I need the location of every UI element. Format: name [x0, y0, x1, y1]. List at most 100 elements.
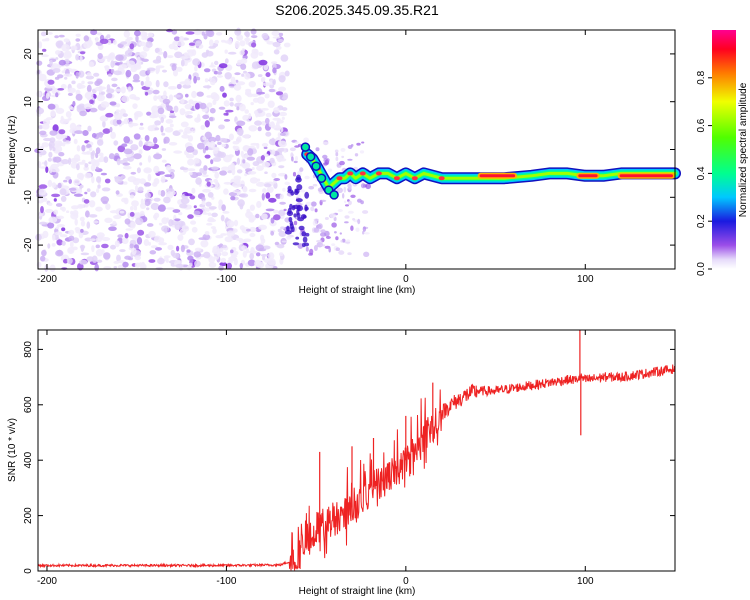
- noise-blob: [312, 183, 318, 187]
- noise-blob: [241, 73, 245, 77]
- noise-blob: [144, 135, 150, 142]
- noise-blob: [100, 172, 107, 176]
- noise-blob: [68, 178, 72, 184]
- noise-blob: [163, 51, 168, 59]
- noise-blob: [202, 114, 210, 120]
- noise-blob: [227, 38, 233, 45]
- noise-blob: [147, 125, 155, 132]
- noise-blob: [215, 134, 221, 142]
- noise-blob: [95, 132, 105, 136]
- noise-blob: [111, 77, 118, 82]
- noise-blob: [278, 230, 287, 237]
- noise-blob: [96, 232, 105, 239]
- noise-blob: [129, 234, 138, 239]
- noise-blob: [284, 70, 290, 77]
- noise-blob: [154, 120, 162, 126]
- noise-blob: [281, 240, 287, 243]
- noise-blob: [207, 212, 212, 216]
- noise-blob: [217, 151, 226, 158]
- noise-blob: [110, 68, 115, 74]
- noise-blob: [153, 153, 163, 160]
- noise-blob: [262, 255, 266, 261]
- noise-blob: [157, 189, 162, 196]
- noise-blob: [166, 191, 174, 199]
- noise-blob: [123, 118, 129, 125]
- noise-blob: [208, 116, 214, 122]
- noise-blob: [208, 262, 217, 268]
- noise-blob: [68, 187, 77, 191]
- noise-blob: [127, 176, 137, 183]
- noise-blob: [185, 31, 195, 35]
- noise-blob: [63, 258, 68, 264]
- noise-blob: [256, 165, 264, 172]
- noise-blob: [120, 41, 128, 45]
- noise-blob: [134, 30, 141, 37]
- noise-blob: [184, 111, 193, 115]
- noise-blob: [81, 80, 85, 85]
- noise-blob: [195, 177, 202, 185]
- noise-blob: [50, 163, 60, 169]
- noise-blob: [245, 88, 252, 92]
- spectrogram-y-tick-label: 0: [23, 146, 34, 152]
- noise-blob: [83, 41, 92, 49]
- noise-blob: [214, 60, 219, 66]
- noise-blob: [65, 50, 72, 58]
- noise-blob: [298, 225, 305, 231]
- noise-blob: [356, 142, 361, 146]
- noise-blob: [248, 188, 257, 193]
- noise-blob: [219, 262, 227, 267]
- noise-blob: [245, 168, 253, 172]
- noise-blob: [84, 163, 89, 168]
- spectrogram-x-tick-label: -100: [216, 274, 236, 285]
- noise-blob: [196, 76, 201, 81]
- noise-blob: [244, 109, 249, 114]
- noise-blob: [230, 195, 236, 201]
- noise-blob: [41, 249, 47, 257]
- noise-blob: [133, 112, 142, 116]
- noise-blob: [223, 112, 228, 116]
- noise-blob: [139, 70, 148, 77]
- noise-blob: [240, 150, 244, 158]
- noise-blob: [270, 217, 275, 224]
- noise-blob: [273, 107, 280, 114]
- noise-blob: [115, 109, 120, 113]
- noise-blob: [57, 74, 64, 79]
- noise-blob: [43, 197, 48, 202]
- noise-blob: [95, 152, 99, 159]
- noise-blob: [206, 181, 211, 187]
- noise-blob: [162, 95, 167, 99]
- noise-blob: [65, 118, 70, 124]
- noise-blob: [79, 184, 84, 189]
- noise-blob: [180, 56, 189, 60]
- noise-blob: [84, 191, 88, 195]
- noise-blob: [232, 189, 242, 194]
- noise-blob: [266, 186, 274, 194]
- noise-blob: [173, 70, 178, 77]
- noise-blob: [38, 73, 47, 82]
- noise-blob: [140, 261, 146, 268]
- noise-blob: [260, 254, 269, 257]
- noise-blob: [199, 102, 207, 110]
- noise-blob: [205, 201, 212, 207]
- noise-blob: [72, 210, 79, 217]
- noise-blob: [90, 158, 97, 166]
- noise-blob: [143, 33, 147, 38]
- noise-blob: [166, 105, 173, 112]
- noise-blob: [167, 86, 177, 90]
- noise-blob: [40, 31, 47, 37]
- noise-blob: [283, 208, 287, 212]
- noise-blob: [84, 202, 89, 208]
- colorbar-tick-label: 0.8: [696, 70, 707, 84]
- noise-blob: [282, 92, 289, 100]
- noise-blob: [174, 218, 181, 222]
- noise-blob: [233, 258, 238, 266]
- noise-blob: [93, 72, 100, 77]
- noise-blob: [214, 171, 220, 179]
- noise-blob: [87, 81, 94, 85]
- noise-blob: [235, 94, 242, 103]
- noise-blob: [194, 247, 202, 252]
- noise-blob: [135, 35, 139, 43]
- noise-blob: [180, 59, 185, 67]
- noise-blob: [73, 138, 78, 145]
- noise-blob: [39, 130, 47, 136]
